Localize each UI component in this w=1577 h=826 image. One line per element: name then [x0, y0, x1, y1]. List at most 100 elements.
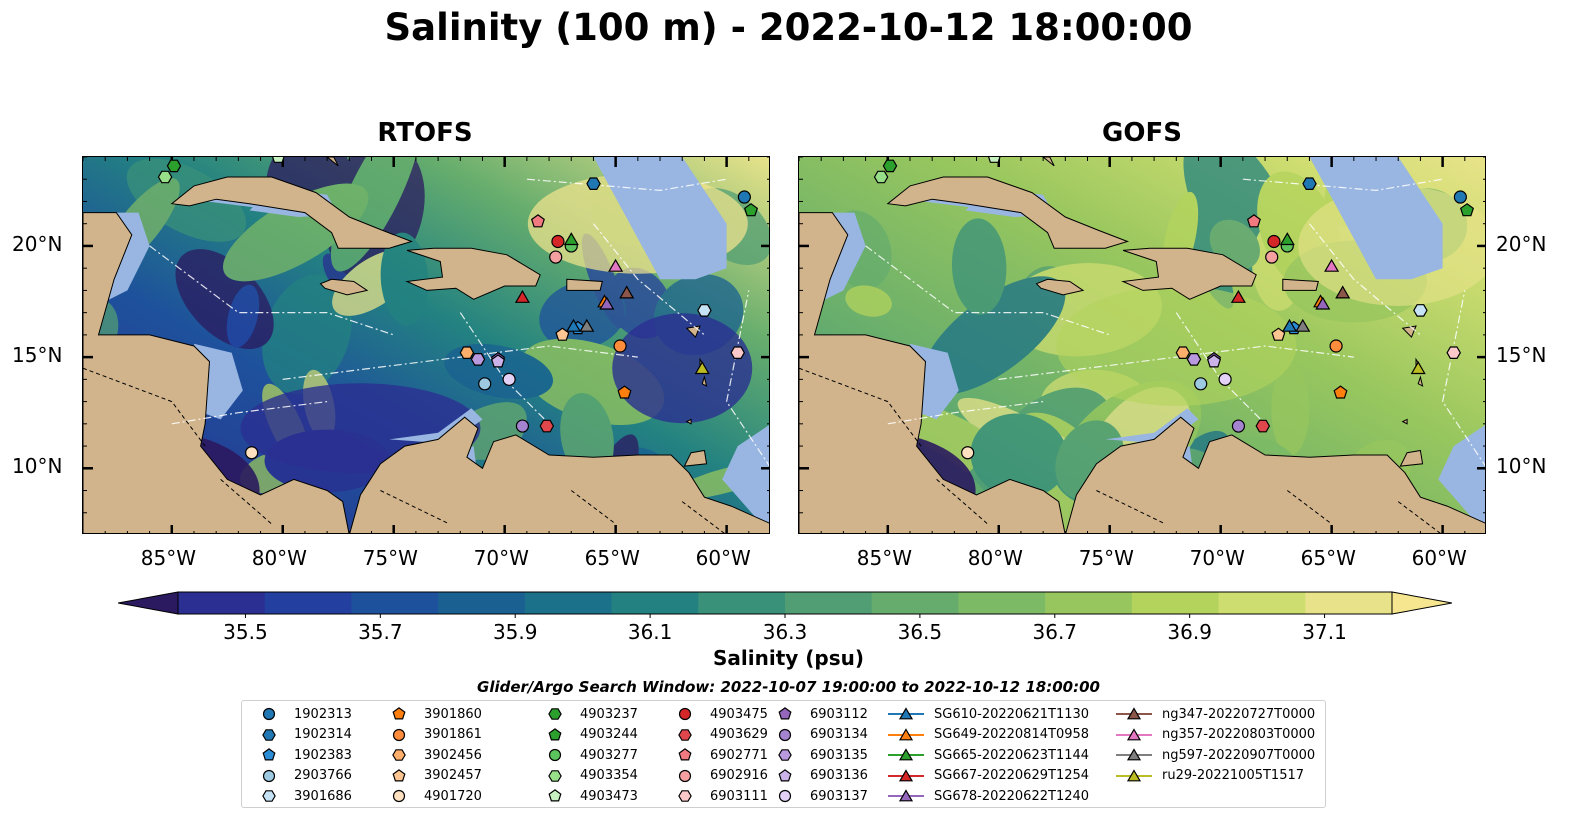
legend-label: SG649-20220814T0958 — [934, 727, 1090, 742]
colorbar-graphic — [117, 591, 1453, 618]
legend-label: 4903277 — [580, 747, 638, 763]
legend-item: 1902383 — [252, 745, 352, 765]
colorbar-segment — [1131, 592, 1220, 614]
legend-item: 4903277 — [538, 745, 638, 765]
obs-marker-4903237 — [882, 159, 898, 173]
colorbar-segment — [351, 592, 439, 614]
lon-tick-label: 60°W — [695, 546, 751, 570]
obs-marker-3901686 — [697, 304, 712, 317]
colorbar-segment — [178, 592, 266, 614]
obs-marker-3902456 — [459, 346, 475, 359]
legend-item: 6903134 — [768, 725, 868, 745]
lon-tick-label: 80°W — [251, 546, 307, 570]
legend-item: 4903629 — [668, 725, 768, 745]
obs-marker-4903473 — [272, 157, 285, 163]
legend-item: ng357-20220803T0000 — [1114, 725, 1315, 745]
obs-marker-4903629 — [539, 419, 555, 433]
legend-label: SG610-20220621T1130 — [934, 706, 1090, 722]
legend-title: Glider/Argo Search Window: 2022-10-07 19… — [477, 678, 1100, 696]
lon-tick-label: 70°W — [1189, 546, 1245, 570]
obs-marker-sg665-20220623t1144 — [563, 232, 579, 246]
obs-marker-4903354 — [157, 170, 173, 184]
obs-marker-sg665-20220623t1144 — [1279, 232, 1295, 246]
colorbar-segment — [438, 592, 526, 614]
legend-marker-circle — [778, 728, 792, 741]
obs-marker-ng597-20220907t0000 — [579, 318, 595, 332]
colorbar-tick-label: 35.5 — [223, 620, 268, 644]
legend-item: 3901861 — [382, 725, 482, 745]
colorbar-segment — [785, 592, 873, 614]
legend-marker-circle — [778, 789, 792, 803]
obs-marker-6903135 — [470, 353, 486, 366]
lon-tick-label: 65°W — [584, 546, 640, 570]
legend-item: SG610-20220621T1130 — [886, 704, 1089, 724]
obs-marker-sg610-20220621t1130 — [1281, 318, 1298, 332]
legend-item: 6903135 — [768, 745, 868, 765]
legend-label: 4903473 — [580, 788, 638, 804]
legend-item: 4903244 — [538, 725, 638, 745]
obs-marker-6902771 — [530, 214, 545, 228]
obs-marker-ng597-20220907t0000 — [1295, 318, 1311, 332]
obs-marker-3901860 — [617, 385, 632, 399]
legend-marker-circle — [392, 789, 406, 803]
obs-marker-4903237 — [166, 159, 182, 173]
legend-label: 6903135 — [810, 747, 868, 763]
legend-label: 1902383 — [294, 747, 352, 763]
colorbar-segment — [1218, 592, 1306, 614]
lat-tick-label-left: 15°N — [12, 343, 63, 368]
lat-tick-label-right: 20°N — [1496, 231, 1547, 256]
map-svg-gofs — [799, 157, 1485, 533]
obs-marker-1902313 — [1453, 190, 1467, 204]
legend-marker-pentagon — [392, 768, 406, 781]
legend-marker-pentagon — [548, 727, 562, 740]
legend-marker-circle — [678, 769, 692, 782]
lon-tick-label: 60°W — [1411, 546, 1467, 570]
obs-marker-6903135 — [1186, 353, 1202, 366]
legend-item: 3902456 — [382, 745, 482, 765]
legend-label: 3901686 — [294, 788, 352, 804]
obs-marker-4903475 — [1267, 234, 1281, 249]
lon-tick-label: 85°W — [140, 546, 196, 570]
obs-marker-6903134 — [515, 419, 530, 433]
obs-marker-6902916 — [1265, 250, 1279, 264]
map-panel-gofs[interactable] — [798, 156, 1486, 534]
legend-label: ng597-20220907T0000 — [1162, 747, 1316, 763]
obs-marker-sg610-20220621t1130 — [565, 318, 582, 332]
obs-marker-ng357-20220803t0000 — [608, 258, 624, 272]
legend-item: 1902314 — [252, 725, 352, 745]
obs-marker-6903136 — [1206, 354, 1222, 368]
legend-label: 4903237 — [580, 706, 638, 722]
legend-item: 6902771 — [668, 745, 768, 765]
colorbar-tick-label: 36.9 — [1167, 620, 1212, 644]
legend-label: ng357-20220803T0000 — [1162, 727, 1316, 742]
obs-marker-3902457 — [555, 327, 570, 341]
legend-marker-triangle — [888, 748, 924, 761]
obs-marker-6902916 — [549, 250, 563, 264]
legend-marker-hexagon — [548, 769, 562, 782]
legend-marker-triangle — [888, 789, 924, 802]
obs-marker-sg678-20220622t1240 — [1315, 296, 1331, 310]
legend-label: 2903766 — [294, 768, 352, 783]
colorbar-segment — [611, 592, 699, 614]
legend-item: ru29-20221005T1517 — [1114, 766, 1304, 786]
legend-item: 6903137 — [768, 786, 868, 806]
legend-item: SG678-20220622T1240 — [886, 786, 1089, 806]
legend-label: 6903111 — [710, 788, 768, 804]
map-panel-rtofs[interactable] — [82, 156, 770, 534]
colorbar-label: Salinity (psu) — [712, 646, 864, 670]
obs-marker-6903134 — [1231, 419, 1246, 433]
lat-tick-label-left: 20°N — [12, 231, 63, 256]
legend-marker-pentagon — [392, 707, 406, 720]
obs-marker-6903137 — [502, 372, 516, 386]
legend-marker-pentagon — [778, 768, 792, 781]
legend-marker-hexagon — [548, 708, 562, 720]
legend-marker-triangle — [1116, 748, 1152, 761]
obs-marker-3902457 — [1271, 327, 1286, 341]
legend-label: 3902456 — [424, 747, 482, 763]
obs-marker-6903137 — [1218, 372, 1232, 386]
obs-marker-4903354 — [873, 170, 889, 184]
obs-marker-3901861 — [613, 339, 627, 353]
obs-marker-4901720 — [245, 446, 259, 460]
colorbar-tick-label: 35.9 — [492, 620, 538, 644]
obs-marker-ng347-20220727t0000 — [1335, 285, 1351, 299]
